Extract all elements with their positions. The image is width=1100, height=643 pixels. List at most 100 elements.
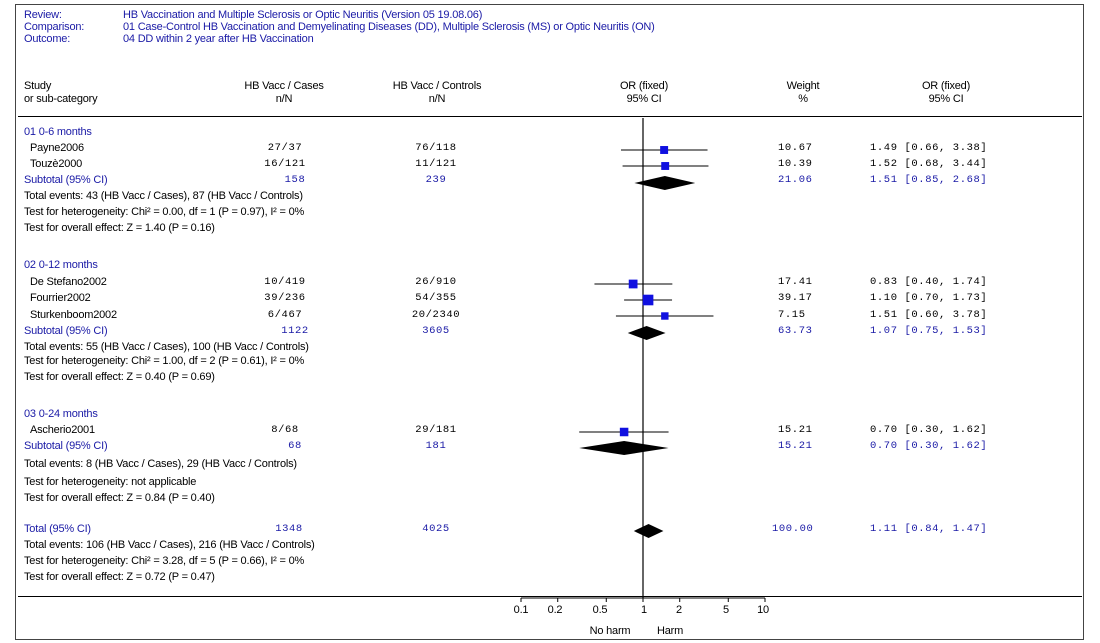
outcome-value: 04 DD within 2 year after HB Vaccination [123,33,314,45]
subtotal-cases: 68 [288,440,302,452]
subtotal-weight: 15.21 [778,440,813,452]
group-note: Test for heterogeneity: Chi² = 0.00, df … [24,206,305,218]
study-weight: 10.67 [778,142,813,154]
study-weight: 7.15 [778,309,806,321]
group-note: Test for overall effect: Z = 0.40 (P = 0… [24,371,215,383]
bottom-rule [18,596,1082,597]
group-note: Total events: 55 (HB Vacc / Cases), 100 … [24,341,309,353]
study-or-text: 1.49 [0.66, 3.38] [870,142,988,154]
total-controls: 4025 [422,523,450,535]
study-marker [661,162,670,170]
col-controls: HB Vacc / Controls [392,80,482,92]
col-weight-sub: % [798,93,808,105]
group-note: Total events: 8 (HB Vacc / Cases), 29 (H… [24,458,297,470]
x-tick-label: 0.2 [547,604,563,616]
subtotal-or-text: 1.51 [0.85, 2.68] [870,174,988,186]
study-weight: 15.21 [778,424,813,436]
total-cases: 1348 [275,523,303,535]
col-cases-sub: n/N [275,93,293,105]
subtotal-cases: 1122 [281,325,309,337]
header-rule [18,116,1082,117]
col-controls-sub: n/N [428,93,446,105]
subtotal-controls: 181 [425,440,447,452]
col-or-sub: 95% CI [928,93,964,105]
col-or-plot-sub: 95% CI [626,93,662,105]
study-or-text: 1.10 [0.70, 1.73] [870,292,988,304]
x-tick-label: 1 [641,604,647,616]
study-controls: 76/118 [415,142,457,154]
study-marker [642,294,654,306]
no-harm-label: No harm [589,625,631,637]
group-note: Total events: 43 (HB Vacc / Cases), 87 (… [24,190,303,202]
outcome-label: Outcome: [24,33,71,45]
x-tick-label: 0.1 [513,604,529,616]
x-tick-label: 2 [676,604,682,616]
col-weight: Weight [786,80,820,92]
study-marker [628,279,638,289]
group-note: Test for heterogeneity: Chi² = 1.00, df … [24,355,305,367]
study-cases: 16/121 [264,158,306,170]
review-label: Review: [24,9,62,21]
study-name: Touzè2000 [30,158,83,170]
study-name: De Stefano2002 [30,276,107,288]
study-or-text: 1.52 [0.68, 3.44] [870,158,988,170]
total-note: Test for heterogeneity: Chi² = 3.28, df … [24,555,305,567]
study-name: Ascherio2001 [30,424,95,436]
study-weight: 17.41 [778,276,813,288]
col-or-plot: OR (fixed) [619,80,669,92]
study-name: Payne2006 [30,142,84,154]
pooled-diamond [627,326,666,340]
study-name: Sturkenboom2002 [30,309,117,321]
pooled-diamond [634,176,696,190]
study-marker [661,312,669,320]
study-cases: 6/467 [267,309,303,321]
subtotal-controls: 3605 [422,325,450,337]
study-weight: 39.17 [778,292,813,304]
subtotal-weight: 63.73 [778,325,813,337]
subtotal-label: Subtotal (95% CI) [24,174,108,186]
col-study-sub: or sub-category [24,93,98,105]
study-controls: 29/181 [415,424,457,436]
col-study: Study [24,80,52,92]
comparison-label: Comparison: [24,21,85,33]
study-or-text: 1.51 [0.60, 3.78] [870,309,988,321]
group-title: 01 0-6 months [24,126,92,138]
study-cases: 39/236 [264,292,306,304]
study-weight: 10.39 [778,158,813,170]
study-cases: 10/419 [264,276,306,288]
col-cases: HB Vacc / Cases [244,80,324,92]
comparison-value: 01 Case-Control HB Vaccination and Demye… [123,21,655,33]
x-tick-label: 0.5 [592,604,608,616]
group-title: 02 0-12 months [24,259,98,271]
subtotal-label: Subtotal (95% CI) [24,440,108,452]
study-name: Fourrier2002 [30,292,91,304]
col-or: OR (fixed) [921,80,971,92]
study-or-text: 0.70 [0.30, 1.62] [870,424,988,436]
total-weight: 100.00 [772,523,814,535]
forest-plot-frame [15,4,1084,640]
study-controls: 11/121 [415,158,457,170]
study-marker [619,427,629,437]
pooled-diamond [633,524,664,538]
harm-label: Harm [656,625,684,637]
group-title: 03 0-24 months [24,408,98,420]
pooled-diamond [579,441,669,455]
subtotal-cases: 158 [284,174,306,186]
subtotal-weight: 21.06 [778,174,813,186]
study-controls: 20/2340 [411,309,461,321]
total-note: Test for overall effect: Z = 0.72 (P = 0… [24,571,215,583]
group-note: Test for overall effect: Z = 0.84 (P = 0… [24,492,215,504]
study-controls: 54/355 [415,292,457,304]
subtotal-controls: 239 [425,174,447,186]
group-note: Test for heterogeneity: not applicable [24,476,197,488]
subtotal-or-text: 0.70 [0.30, 1.62] [870,440,988,452]
x-tick-label: 10 [757,604,769,616]
subtotal-or-text: 1.07 [0.75, 1.53] [870,325,988,337]
subtotal-label: Subtotal (95% CI) [24,325,108,337]
total-label: Total (95% CI) [24,523,91,535]
total-or-text: 1.11 [0.84, 1.47] [870,523,988,535]
study-or-text: 0.83 [0.40, 1.74] [870,276,988,288]
study-marker [660,146,669,154]
review-value: HB Vaccination and Multiple Sclerosis or… [123,9,483,21]
